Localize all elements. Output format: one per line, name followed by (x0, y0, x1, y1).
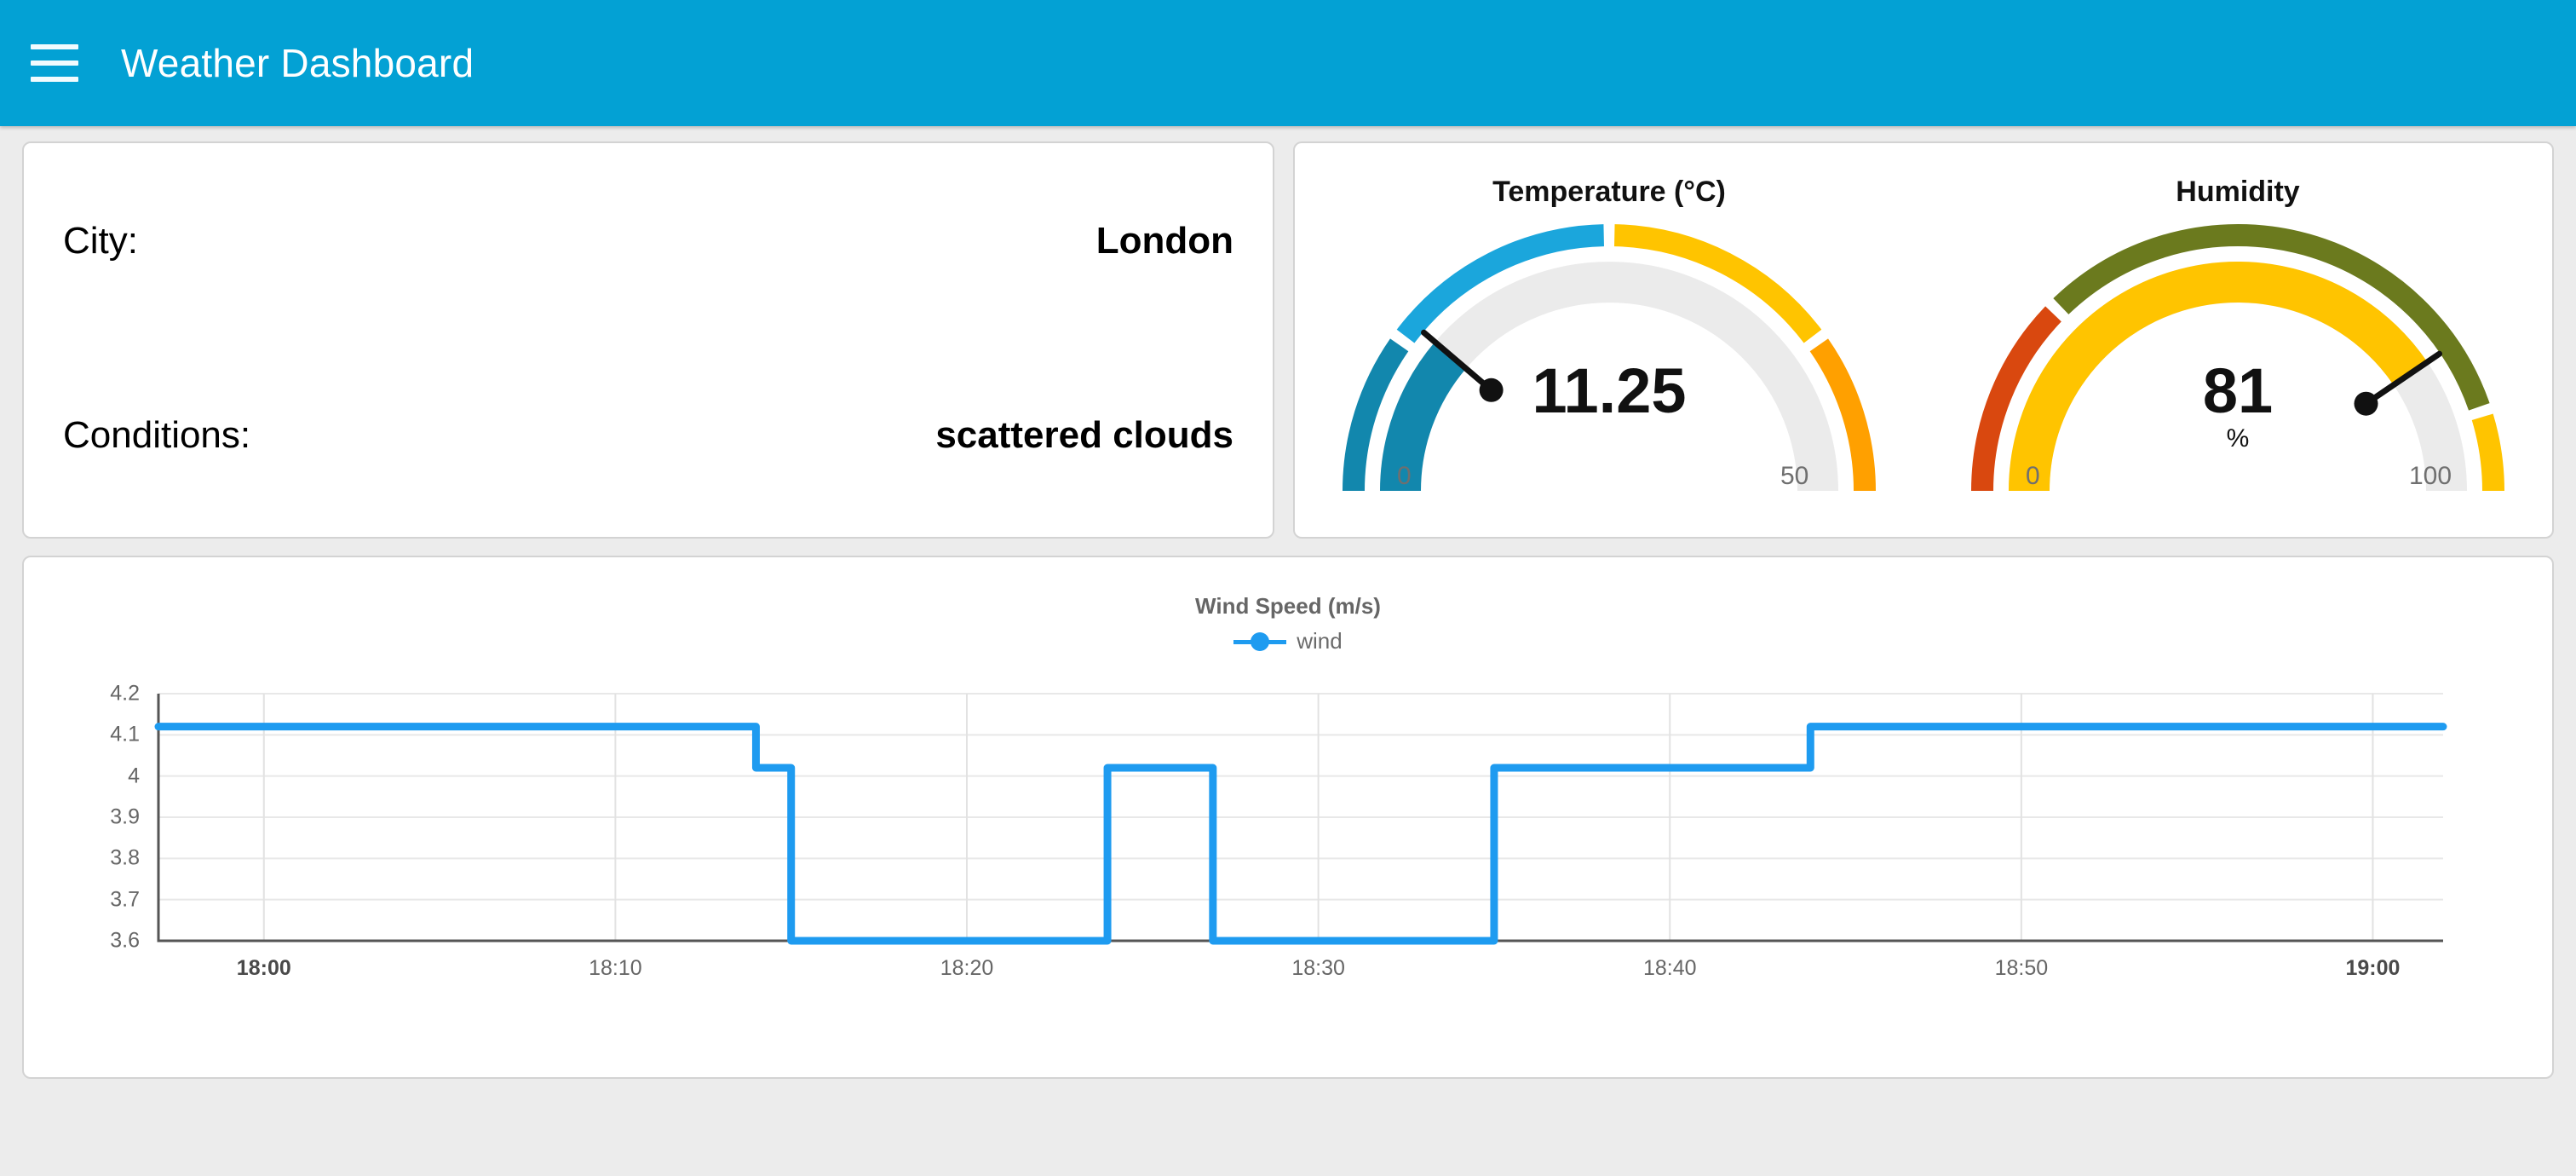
x-axis-tick: 18:10 (589, 956, 642, 980)
legend-marker-icon (1233, 631, 1287, 651)
y-axis-tick: 4.1 (110, 722, 140, 747)
page-title: Weather Dashboard (121, 41, 474, 85)
legend-dot (1251, 631, 1270, 651)
wind-speed-chart-card: Wind Speed (m/s) wind 4.2 4.1 4 3.9 3.8 3.7 3.… (22, 556, 2554, 1079)
gauge-dial-temperature (1328, 201, 1890, 537)
hamburger-bar (31, 77, 78, 82)
gauge-max-temperature: 50 (1780, 462, 1809, 490)
gauge-min-humidity: 0 (2026, 462, 2040, 490)
info-row-conditions: Conditions: scattered clouds (63, 414, 1233, 457)
x-axis-tick: 18:00 (236, 956, 291, 980)
y-axis-tick: 4 (128, 764, 140, 788)
gauge-max-humidity: 100 (2409, 462, 2452, 490)
gauge-title-temperature: Temperature (°C) (1492, 176, 1726, 208)
app-header: Weather Dashboard (0, 0, 2576, 126)
hamburger-menu-icon[interactable] (31, 44, 78, 82)
city-label: City: (63, 220, 138, 262)
y-axis-tick: 3.9 (110, 804, 140, 829)
y-axis-tick: 3.8 (110, 845, 140, 870)
hamburger-bar (31, 61, 78, 66)
conditions-label: Conditions: (63, 414, 251, 456)
y-axis-tick: 3.7 (110, 887, 140, 912)
x-axis-tick: 18:50 (1994, 956, 2049, 980)
gauge-min-temperature: 0 (1397, 462, 1412, 490)
conditions-value: scattered clouds (935, 414, 1233, 456)
gauges-card: Temperature (°C) 11.25 0 50 Humidity 81 … (1293, 141, 2554, 539)
x-axis-tick: 18:20 (940, 956, 994, 980)
info-row-city: City: London (63, 220, 1233, 262)
city-value: London (1095, 220, 1233, 262)
chart-plot-area: 4.2 4.1 4 3.9 3.8 3.7 3.6 18:00 18:10 18:20 18:30 1… (24, 678, 2494, 1019)
x-axis-tick: 19:00 (2345, 956, 2401, 980)
x-axis-tick: 18:40 (1642, 956, 1697, 980)
gauge-humidity: Humidity 81 % 0 100 (1923, 143, 2552, 537)
gauge-value-humidity: 81 (2202, 355, 2274, 426)
gauge-dial-humidity (1957, 201, 2519, 537)
chart-legend: wind (24, 628, 2552, 654)
weather-info-card: City: London Conditions: scattered cloud… (22, 141, 1274, 539)
gauge-temperature: Temperature (°C) 11.25 0 50 (1295, 143, 1923, 537)
x-axis-tick: 18:30 (1291, 956, 1345, 980)
dashboard-content: City: London Conditions: scattered cloud… (0, 126, 2576, 1079)
legend-label-wind[interactable]: wind (1297, 628, 1343, 654)
chart-title: Wind Speed (m/s) (1195, 593, 1381, 619)
y-axis-tick: 4.2 (110, 681, 140, 706)
gauge-value-temperature: 11.25 (1532, 355, 1687, 426)
gauge-title-humidity: Humidity (2176, 176, 2300, 208)
gauge-unit-humidity: % (2226, 424, 2250, 453)
top-row: City: London Conditions: scattered cloud… (22, 141, 2554, 539)
hamburger-bar (31, 44, 78, 49)
y-axis-tick: 3.6 (110, 928, 140, 953)
